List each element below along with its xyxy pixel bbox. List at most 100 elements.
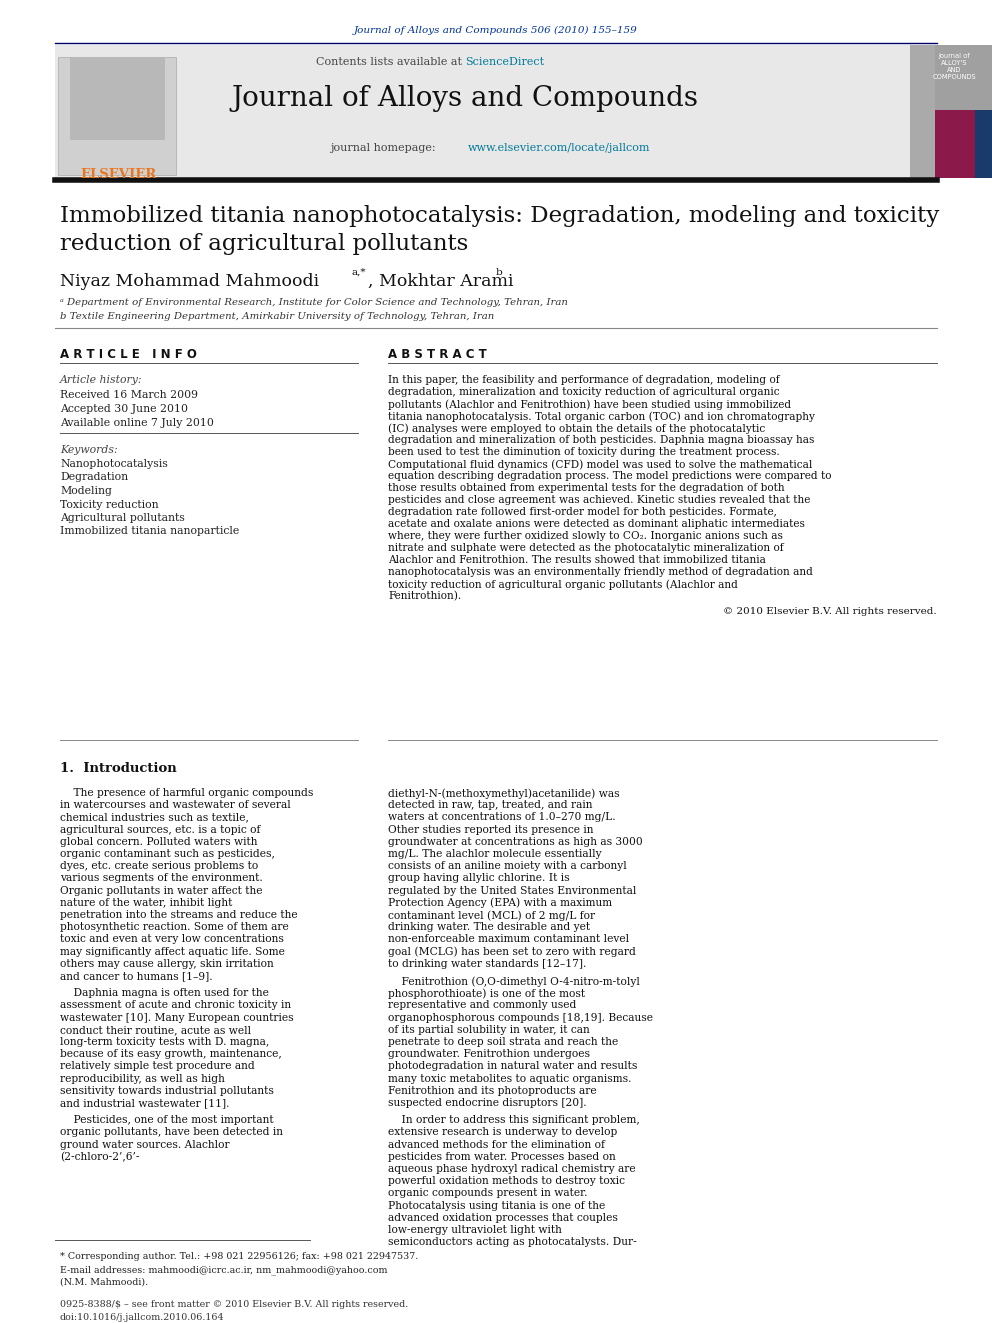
- Text: www.elsevier.com/locate/jallcom: www.elsevier.com/locate/jallcom: [468, 143, 651, 153]
- Text: Immobilized titania nanophotocatalysis: Degradation, modeling and toxicity
reduc: Immobilized titania nanophotocatalysis: …: [60, 205, 939, 255]
- Text: low-energy ultraviolet light with: low-energy ultraviolet light with: [388, 1225, 561, 1234]
- Text: phosphorothioate) is one of the most: phosphorothioate) is one of the most: [388, 988, 585, 999]
- Text: photosynthetic reaction. Some of them are: photosynthetic reaction. Some of them ar…: [60, 922, 289, 933]
- Text: Nanophotocatalysis: Nanophotocatalysis: [60, 459, 168, 468]
- Text: ELSEVIER: ELSEVIER: [80, 168, 156, 181]
- Text: a,*: a,*: [352, 269, 366, 277]
- Text: consists of an aniline moiety with a carbonyl: consists of an aniline moiety with a car…: [388, 861, 627, 872]
- Text: others may cause allergy, skin irritation: others may cause allergy, skin irritatio…: [60, 959, 274, 968]
- Text: acetate and oxalate anions were detected as dominant aliphatic intermediates: acetate and oxalate anions were detected…: [388, 519, 805, 529]
- Text: Fenitrothion (O,O-dimethyl O-4-nitro-m-tolyl: Fenitrothion (O,O-dimethyl O-4-nitro-m-t…: [388, 976, 640, 987]
- Text: degradation, mineralization and toxicity reduction of agricultural organic: degradation, mineralization and toxicity…: [388, 388, 780, 397]
- Text: degradation and mineralization of both pesticides. Daphnia magna bioassay has: degradation and mineralization of both p…: [388, 435, 814, 445]
- Text: organophosphorous compounds [18,19]. Because: organophosphorous compounds [18,19]. Bec…: [388, 1012, 653, 1023]
- Text: because of its easy growth, maintenance,: because of its easy growth, maintenance,: [60, 1049, 282, 1060]
- Text: © 2010 Elsevier B.V. All rights reserved.: © 2010 Elsevier B.V. All rights reserved…: [723, 607, 937, 617]
- Text: pesticides from water. Processes based on: pesticides from water. Processes based o…: [388, 1152, 616, 1162]
- Text: global concern. Polluted waters with: global concern. Polluted waters with: [60, 837, 258, 847]
- Text: * Corresponding author. Tel.: +98 021 22956126; fax: +98 021 22947537.: * Corresponding author. Tel.: +98 021 22…: [60, 1252, 419, 1261]
- Text: may significantly affect aquatic life. Some: may significantly affect aquatic life. S…: [60, 946, 285, 957]
- Text: contaminant level (MCL) of 2 mg/L for: contaminant level (MCL) of 2 mg/L for: [388, 910, 595, 921]
- Text: b Textile Engineering Department, Amirkabir University of Technology, Tehran, Ir: b Textile Engineering Department, Amirka…: [60, 312, 494, 321]
- Text: Toxicity reduction: Toxicity reduction: [60, 500, 159, 509]
- Text: Photocatalysis using titania is one of the: Photocatalysis using titania is one of t…: [388, 1200, 605, 1211]
- Text: penetration into the streams and reduce the: penetration into the streams and reduce …: [60, 910, 298, 919]
- Text: waters at concentrations of 1.0–270 mg/L.: waters at concentrations of 1.0–270 mg/L…: [388, 812, 616, 823]
- Text: b: b: [496, 269, 503, 277]
- Text: various segments of the environment.: various segments of the environment.: [60, 873, 263, 884]
- Text: Computational fluid dynamics (CFD) model was used to solve the mathematical: Computational fluid dynamics (CFD) model…: [388, 459, 812, 470]
- Text: aqueous phase hydroxyl radical chemistry are: aqueous phase hydroxyl radical chemistry…: [388, 1164, 636, 1174]
- Text: 1.  Introduction: 1. Introduction: [60, 762, 177, 775]
- Text: Other studies reported its presence in: Other studies reported its presence in: [388, 824, 593, 835]
- Text: doi:10.1016/j.jallcom.2010.06.164: doi:10.1016/j.jallcom.2010.06.164: [60, 1312, 224, 1322]
- Text: wastewater [10]. Many European countries: wastewater [10]. Many European countries: [60, 1012, 294, 1023]
- Text: of its partial solubility in water, it can: of its partial solubility in water, it c…: [388, 1025, 590, 1035]
- Text: assessment of acute and chronic toxicity in: assessment of acute and chronic toxicity…: [60, 1000, 291, 1011]
- Text: detected in raw, tap, treated, and rain: detected in raw, tap, treated, and rain: [388, 800, 592, 810]
- FancyBboxPatch shape: [935, 45, 992, 110]
- Text: goal (MCLG) has been set to zero with regard: goal (MCLG) has been set to zero with re…: [388, 946, 636, 957]
- Text: Fenitrothion and its photoproducts are: Fenitrothion and its photoproducts are: [388, 1086, 596, 1095]
- Text: A R T I C L E   I N F O: A R T I C L E I N F O: [60, 348, 196, 361]
- Text: non-enforceable maximum contaminant level: non-enforceable maximum contaminant leve…: [388, 934, 629, 945]
- Text: toxicity reduction of agricultural organic pollutants (Alachlor and: toxicity reduction of agricultural organ…: [388, 579, 738, 590]
- Text: E-mail addresses: mahmoodi@icrc.ac.ir, nm_mahmoodi@yahoo.com: E-mail addresses: mahmoodi@icrc.ac.ir, n…: [60, 1265, 388, 1274]
- Text: been used to test the diminution of toxicity during the treatment process.: been used to test the diminution of toxi…: [388, 447, 780, 456]
- Text: agricultural sources, etc. is a topic of: agricultural sources, etc. is a topic of: [60, 824, 260, 835]
- Text: advanced methods for the elimination of: advanced methods for the elimination of: [388, 1139, 605, 1150]
- Text: (2-chloro-2’,6’-: (2-chloro-2’,6’-: [60, 1152, 140, 1162]
- Text: A B S T R A C T: A B S T R A C T: [388, 348, 487, 361]
- Text: semiconductors acting as photocatalysts. Dur-: semiconductors acting as photocatalysts.…: [388, 1237, 637, 1248]
- Text: Journal of Alloys and Compounds 506 (2010) 155–159: Journal of Alloys and Compounds 506 (201…: [354, 26, 638, 36]
- Text: and cancer to humans [1–9].: and cancer to humans [1–9].: [60, 971, 212, 980]
- Text: representative and commonly used: representative and commonly used: [388, 1000, 576, 1011]
- Text: Modeling: Modeling: [60, 486, 112, 496]
- Text: penetrate to deep soil strata and reach the: penetrate to deep soil strata and reach …: [388, 1037, 618, 1046]
- Text: pesticides and close agreement was achieved. Kinetic studies revealed that the: pesticides and close agreement was achie…: [388, 495, 810, 505]
- Text: Immobilized titania nanoparticle: Immobilized titania nanoparticle: [60, 527, 239, 537]
- Text: Pesticides, one of the most important: Pesticides, one of the most important: [60, 1115, 274, 1125]
- Text: ScienceDirect: ScienceDirect: [465, 57, 545, 67]
- Text: Contents lists available at: Contents lists available at: [315, 57, 465, 67]
- FancyBboxPatch shape: [55, 45, 935, 179]
- Text: reproducibility, as well as high: reproducibility, as well as high: [60, 1073, 225, 1084]
- Text: Alachlor and Fenitrothion. The results showed that immobilized titania: Alachlor and Fenitrothion. The results s…: [388, 556, 766, 565]
- Text: to drinking water standards [12–17].: to drinking water standards [12–17].: [388, 959, 586, 968]
- Text: Accepted 30 June 2010: Accepted 30 June 2010: [60, 404, 188, 414]
- Text: Available online 7 July 2010: Available online 7 July 2010: [60, 418, 214, 429]
- FancyBboxPatch shape: [910, 45, 935, 179]
- Text: Article history:: Article history:: [60, 374, 143, 385]
- Text: (N.M. Mahmoodi).: (N.M. Mahmoodi).: [60, 1278, 148, 1287]
- Text: nature of the water, inhibit light: nature of the water, inhibit light: [60, 898, 232, 908]
- Text: group having allylic chlorine. It is: group having allylic chlorine. It is: [388, 873, 569, 884]
- Text: groundwater. Fenitrothion undergoes: groundwater. Fenitrothion undergoes: [388, 1049, 590, 1060]
- Text: organic contaminant such as pesticides,: organic contaminant such as pesticides,: [60, 849, 275, 859]
- Text: where, they were further oxidized slowly to CO₂. Inorganic anions such as: where, they were further oxidized slowly…: [388, 531, 783, 541]
- Text: Organic pollutants in water affect the: Organic pollutants in water affect the: [60, 885, 263, 896]
- Text: mg/L. The alachlor molecule essentially: mg/L. The alachlor molecule essentially: [388, 849, 601, 859]
- Text: those results obtained from experimental tests for the degradation of both: those results obtained from experimental…: [388, 483, 785, 493]
- Text: Fenitrothion).: Fenitrothion).: [388, 591, 461, 602]
- Text: Journal of
ALLOY'S
AND
COMPOUNDS: Journal of ALLOY'S AND COMPOUNDS: [932, 53, 976, 79]
- Text: conduct their routine, acute as well: conduct their routine, acute as well: [60, 1025, 251, 1035]
- Text: organic pollutants, have been detected in: organic pollutants, have been detected i…: [60, 1127, 283, 1138]
- FancyBboxPatch shape: [58, 57, 176, 175]
- Text: nanophotocatalysis was an environmentally friendly method of degradation and: nanophotocatalysis was an environmentall…: [388, 568, 812, 577]
- Text: ground water sources. Alachlor: ground water sources. Alachlor: [60, 1139, 229, 1150]
- Text: Agricultural pollutants: Agricultural pollutants: [60, 513, 185, 523]
- Text: Niyaz Mohammad Mahmoodi: Niyaz Mohammad Mahmoodi: [60, 273, 319, 290]
- Text: degradation rate followed first-order model for both pesticides. Formate,: degradation rate followed first-order mo…: [388, 507, 777, 517]
- Text: journal homepage:: journal homepage:: [330, 143, 439, 153]
- FancyBboxPatch shape: [70, 57, 165, 140]
- Text: equation describing degradation process. The model predictions were compared to: equation describing degradation process.…: [388, 471, 831, 482]
- Text: many toxic metabolites to aquatic organisms.: many toxic metabolites to aquatic organi…: [388, 1073, 632, 1084]
- Text: photodegradation in natural water and results: photodegradation in natural water and re…: [388, 1061, 638, 1072]
- Text: In this paper, the feasibility and performance of degradation, modeling of: In this paper, the feasibility and perfo…: [388, 374, 780, 385]
- Text: The presence of harmful organic compounds: The presence of harmful organic compound…: [60, 789, 313, 798]
- Text: nitrate and sulphate were detected as the photocatalytic mineralization of: nitrate and sulphate were detected as th…: [388, 542, 784, 553]
- Text: Received 16 March 2009: Received 16 March 2009: [60, 390, 198, 400]
- Text: Daphnia magna is often used for the: Daphnia magna is often used for the: [60, 988, 269, 998]
- Text: in watercourses and wastewater of several: in watercourses and wastewater of severa…: [60, 800, 291, 810]
- Text: Journal of Alloys and Compounds: Journal of Alloys and Compounds: [231, 85, 698, 112]
